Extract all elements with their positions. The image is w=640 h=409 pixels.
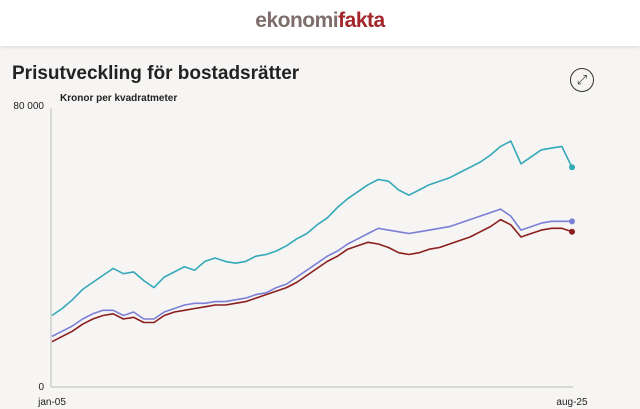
- series-endpoint-3[interactable]: [569, 228, 575, 235]
- series-layer: [51, 140, 575, 343]
- y-tick-label: 0: [38, 382, 44, 393]
- series-line-3: [51, 218, 573, 343]
- series-endpoint-2[interactable]: [569, 218, 575, 225]
- ekonomifakta-logo[interactable]: ekonomifakta: [255, 9, 385, 32]
- series-line-1: [51, 140, 573, 317]
- series-endpoint-1[interactable]: [569, 164, 575, 171]
- site-header: ekonomifakta: [0, 0, 640, 46]
- x-tick-label: aug-25: [556, 397, 588, 408]
- chart-title: Prisutveckling för bostadsrätter: [12, 63, 300, 84]
- series-line-2: [51, 208, 572, 338]
- x-tick-label: jan-05: [37, 397, 66, 408]
- expand-icon[interactable]: ⤢: [570, 68, 594, 92]
- y-axis-label: Kronor per kvadratmeter: [60, 93, 177, 104]
- y-tick-label: 80 000: [13, 101, 44, 112]
